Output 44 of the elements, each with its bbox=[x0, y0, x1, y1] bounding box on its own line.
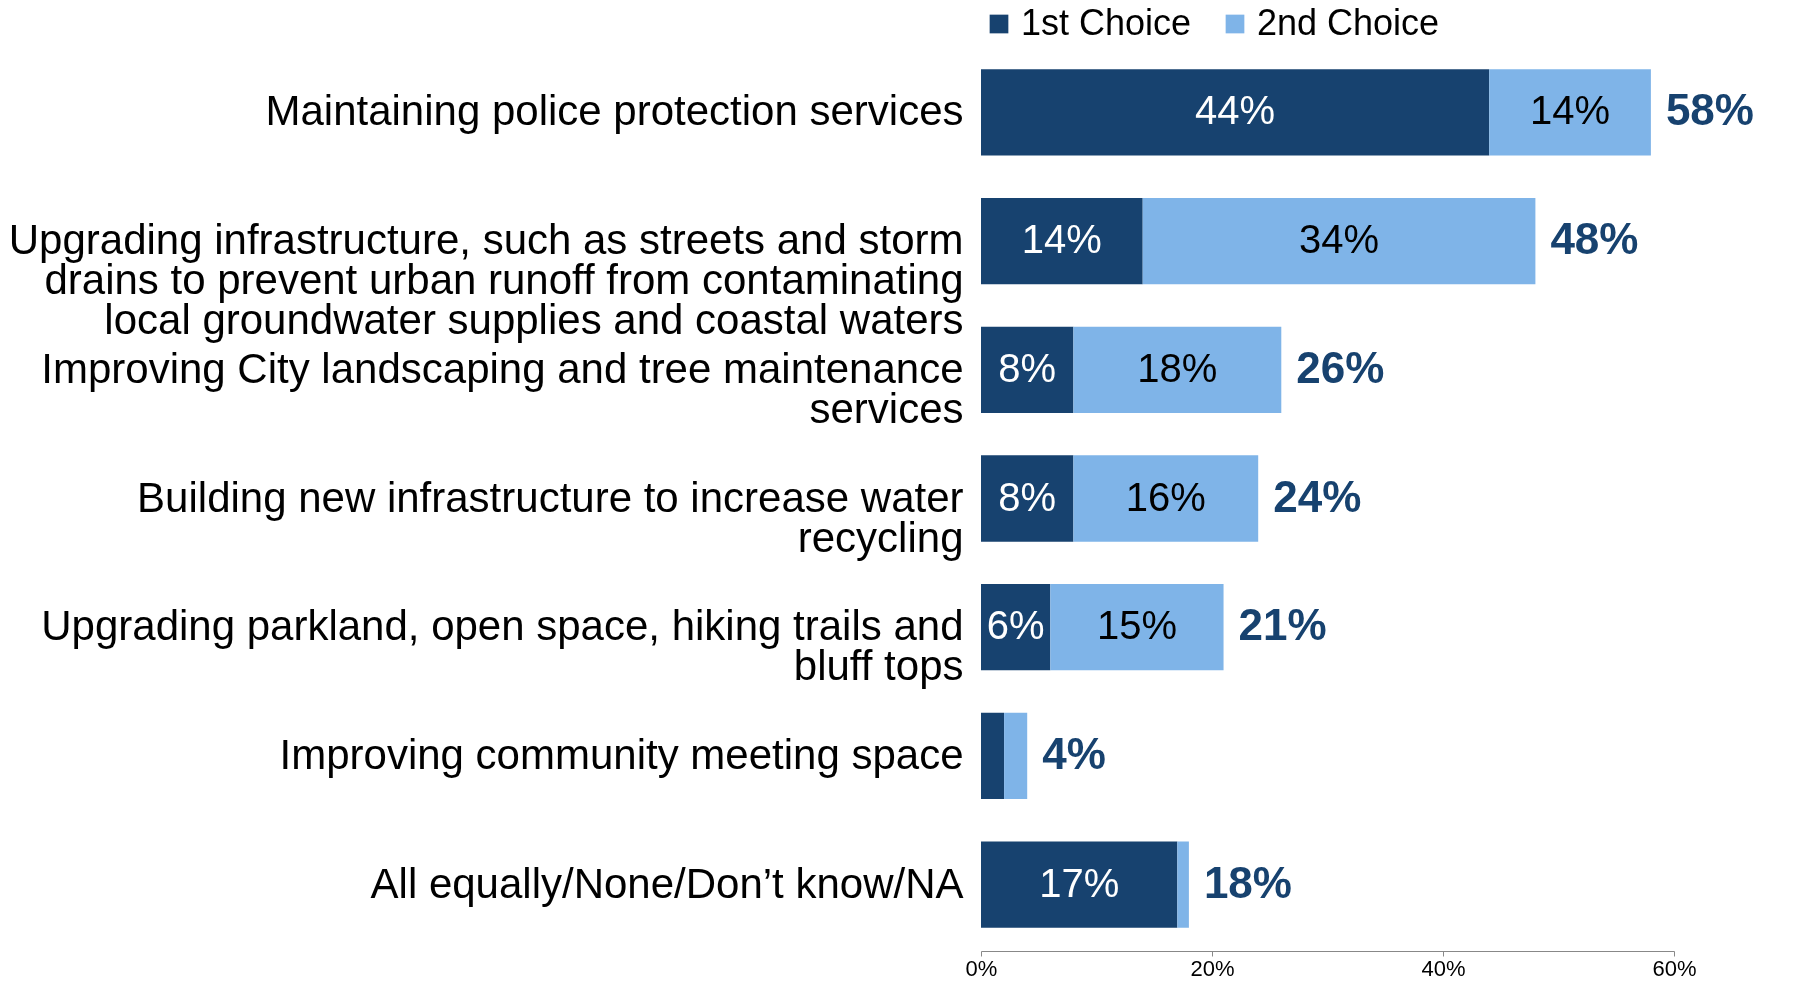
y-tick-label: Improving community meeting space bbox=[279, 730, 964, 778]
total-label: 21% bbox=[1238, 600, 1327, 650]
x-tick-label: 20% bbox=[1190, 955, 1235, 981]
bar bbox=[1489, 69, 1651, 156]
bar bbox=[981, 841, 1178, 928]
bar bbox=[981, 197, 1143, 285]
bar bbox=[1073, 455, 1259, 542]
legend-label: 1st Choice bbox=[1021, 2, 1192, 43]
data-label: 14% bbox=[1021, 217, 1102, 262]
data-label: 15% bbox=[1096, 603, 1177, 648]
data-label: 8% bbox=[998, 474, 1057, 519]
y-tick-label: Upgrading parkland, open space, hiking trails and bluff tops bbox=[41, 602, 964, 690]
bar bbox=[1004, 712, 1028, 800]
y-tick-label: Building new infrastructure to increase water recycling bbox=[137, 473, 964, 561]
bar bbox=[1177, 841, 1189, 928]
total-label: 48% bbox=[1550, 214, 1639, 264]
data-label: 18% bbox=[1137, 345, 1218, 390]
bar bbox=[1050, 584, 1224, 671]
y-tick-label: Improving City landscaping and tree maintenance services bbox=[41, 344, 964, 432]
data-label: 6% bbox=[986, 603, 1045, 648]
total-label: 24% bbox=[1273, 471, 1362, 521]
data-label: 44% bbox=[1195, 88, 1276, 133]
data-label: 17% bbox=[1039, 860, 1120, 905]
data-label: 16% bbox=[1125, 474, 1206, 519]
bar bbox=[981, 326, 1074, 413]
bar bbox=[1073, 326, 1282, 413]
y-tick-label: Upgrading infrastructure, such as streets and storm drains to prevent urban runoff from contaminating local groundwater supplies and coastal waters bbox=[8, 216, 964, 344]
total-label: 58% bbox=[1665, 85, 1754, 135]
x-tick-label: 60% bbox=[1652, 955, 1697, 981]
total-label: 18% bbox=[1203, 857, 1292, 907]
y-tick-label: Maintaining police protection services bbox=[265, 87, 964, 135]
data-label: 8% bbox=[998, 345, 1057, 390]
x-tick-label: 40% bbox=[1421, 955, 1466, 981]
bar bbox=[981, 455, 1074, 542]
bar bbox=[981, 712, 1005, 800]
data-label: 34% bbox=[1299, 217, 1380, 262]
legend-label: 2nd Choice bbox=[1257, 2, 1440, 43]
data-label: 14% bbox=[1530, 88, 1611, 133]
bar bbox=[1142, 197, 1536, 285]
x-tick-label: 0% bbox=[965, 955, 998, 981]
total-label: 4% bbox=[1042, 728, 1106, 778]
y-tick-label: All equally/None/Don’t know/NA bbox=[370, 859, 964, 907]
total-label: 26% bbox=[1296, 342, 1385, 392]
bar bbox=[981, 69, 1490, 156]
